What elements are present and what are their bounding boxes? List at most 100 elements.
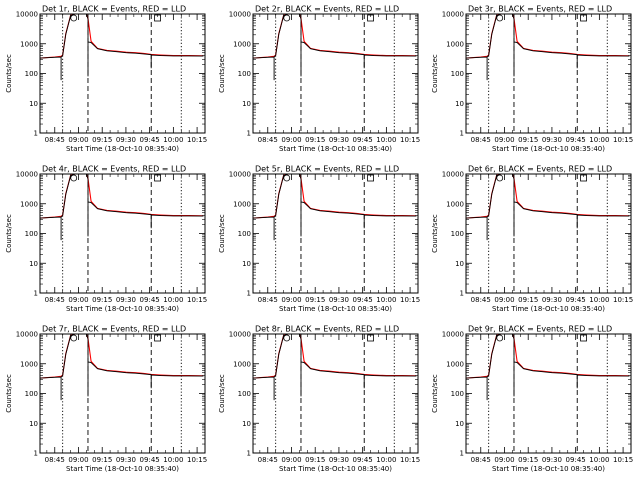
plot-frame — [465, 333, 632, 454]
x-tick-label: 09:15 — [305, 296, 325, 304]
y-tick-label: 10 — [455, 420, 464, 428]
events-series-line — [40, 174, 204, 241]
x-tick-label: 09:00 — [68, 456, 88, 464]
lld-series-line — [466, 334, 630, 379]
panel-title: Det 1r, BLACK = Events, RED = LLD — [42, 5, 186, 14]
y-tick-label: 10000 — [442, 11, 464, 19]
y-tick-label: 10 — [455, 260, 464, 268]
y-axis-label: Counts/sec — [5, 214, 13, 253]
y-tick-label: 100 — [25, 390, 38, 398]
y-tick-label: 10000 — [16, 11, 38, 19]
y-tick-label: 100 — [238, 390, 251, 398]
x-tick-label: 10:15 — [187, 456, 207, 464]
circle-marker — [70, 334, 78, 342]
x-tick-label: 08:45 — [45, 296, 65, 304]
x-tick-label: 10:00 — [163, 136, 183, 144]
x-tick-label: 09:45 — [353, 296, 373, 304]
lld-series-line — [466, 14, 630, 59]
x-tick-label: 08:45 — [258, 136, 278, 144]
circle-marker — [70, 174, 78, 182]
x-tick-label: 09:30 — [329, 456, 349, 464]
x-axis-label: Start Time (18-Oct-10 08:35:40) — [66, 465, 179, 473]
lld-series-line — [466, 174, 630, 219]
x-tick-label: 10:00 — [376, 296, 396, 304]
panel-title: Det 6r, BLACK = Events, RED = LLD — [468, 165, 612, 174]
chart-panel: Det 8r, BLACK = Events, RED = LLD 1 10 100 1… — [218, 325, 420, 474]
events-series-line — [253, 14, 417, 81]
y-tick-label: 10 — [242, 260, 251, 268]
y-tick-label: 1000 — [446, 40, 464, 48]
y-tick-label: 10 — [29, 420, 38, 428]
events-series-line — [466, 334, 630, 401]
panel-title: Det 4r, BLACK = Events, RED = LLD — [42, 165, 186, 174]
x-tick-label: 09:30 — [116, 136, 136, 144]
x-tick-label: 10:15 — [613, 456, 633, 464]
y-axis-label: Counts/sec — [218, 374, 226, 413]
x-tick-label: 09:30 — [116, 296, 136, 304]
x-tick-label: 09:45 — [353, 456, 373, 464]
y-tick-label: 100 — [451, 390, 464, 398]
x-tick-label: 09:15 — [92, 456, 112, 464]
y-axis-label: Counts/sec — [431, 214, 439, 253]
y-tick-label: 100 — [238, 230, 251, 238]
y-tick-label: 10000 — [442, 331, 464, 339]
y-tick-label: 100 — [451, 70, 464, 78]
chart-panel: Det 1r, BLACK = Events, RED = LLD 1 10 100 1… — [5, 5, 207, 154]
x-tick-label: 08:45 — [471, 136, 491, 144]
panel-title: Det 3r, BLACK = Events, RED = LLD — [468, 5, 612, 14]
x-tick-label: 09:45 — [140, 296, 160, 304]
plot-frame — [465, 13, 632, 134]
y-tick-label: 1000 — [20, 200, 38, 208]
plot-frame — [39, 173, 206, 294]
x-tick-label: 10:15 — [187, 136, 207, 144]
x-tick-label: 10:00 — [589, 136, 609, 144]
y-tick-label: 10 — [242, 420, 251, 428]
x-tick-label: 08:45 — [258, 456, 278, 464]
events-series-line — [40, 334, 204, 401]
y-tick-label: 1 — [460, 450, 464, 458]
panel-title: Det 5r, BLACK = Events, RED = LLD — [255, 165, 399, 174]
x-tick-label: 10:00 — [163, 296, 183, 304]
plot-area — [253, 334, 417, 401]
x-tick-label: 09:15 — [92, 296, 112, 304]
y-tick-label: 1000 — [446, 360, 464, 368]
x-tick-label: 09:15 — [92, 136, 112, 144]
x-axis-label: Start Time (18-Oct-10 08:35:40) — [66, 145, 179, 153]
y-tick-label: 10 — [455, 100, 464, 108]
plot-area — [253, 174, 417, 241]
lld-series-line — [253, 334, 417, 379]
plot-frame — [39, 13, 206, 134]
y-tick-label: 10000 — [229, 331, 251, 339]
y-axis-label: Counts/sec — [431, 54, 439, 93]
circle-marker — [70, 14, 78, 22]
chart-panel: Det 6r, BLACK = Events, RED = LLD 1 10 100 1… — [431, 165, 633, 314]
x-tick-label: 09:00 — [281, 296, 301, 304]
x-tick-label: 10:15 — [400, 296, 420, 304]
x-tick-label: 09:30 — [329, 136, 349, 144]
y-axis-label: Counts/sec — [5, 54, 13, 93]
plot-area — [466, 334, 630, 401]
lld-series-line — [253, 14, 417, 59]
y-axis-label: Counts/sec — [431, 374, 439, 413]
x-tick-label: 09:30 — [542, 136, 562, 144]
x-tick-label: 09:45 — [566, 136, 586, 144]
events-series-line — [40, 14, 204, 81]
x-tick-label: 08:45 — [471, 296, 491, 304]
x-tick-label: 09:00 — [281, 456, 301, 464]
chart-panel: Det 5r, BLACK = Events, RED = LLD 1 10 100 1… — [218, 165, 420, 314]
chart-panel: Det 3r, BLACK = Events, RED = LLD 1 10 100 1… — [431, 5, 633, 154]
x-tick-label: 09:15 — [518, 136, 538, 144]
x-tick-label: 08:45 — [471, 456, 491, 464]
circle-marker — [283, 334, 291, 342]
y-tick-label: 100 — [238, 70, 251, 78]
y-tick-label: 1000 — [20, 360, 38, 368]
y-axis-label: Counts/sec — [218, 54, 226, 93]
plot-area — [40, 174, 204, 241]
y-tick-label: 1 — [247, 130, 251, 138]
y-tick-label: 1 — [247, 450, 251, 458]
x-tick-label: 10:15 — [613, 136, 633, 144]
events-series-line — [466, 174, 630, 241]
x-tick-label: 09:30 — [116, 456, 136, 464]
y-tick-label: 10000 — [16, 331, 38, 339]
